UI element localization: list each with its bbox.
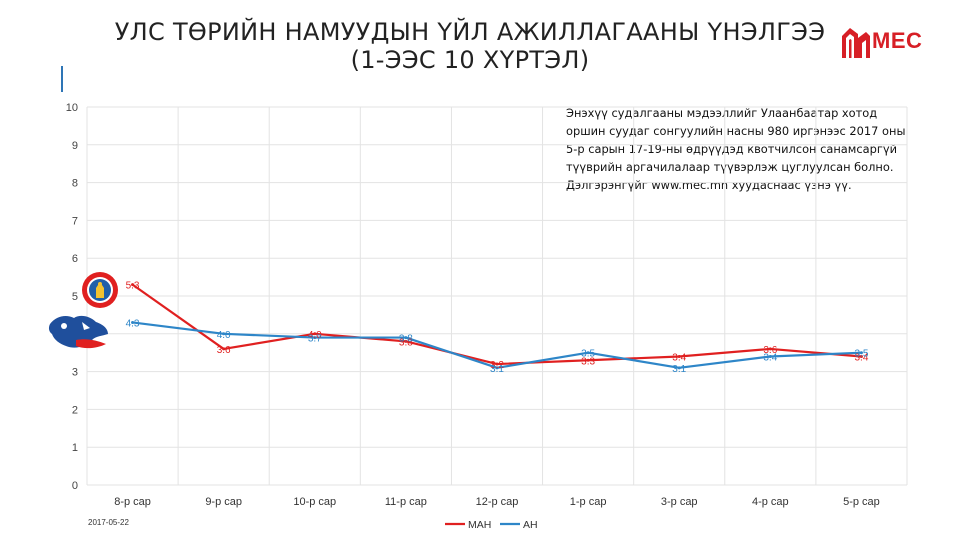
data-point xyxy=(859,354,863,358)
data-point xyxy=(222,347,226,351)
title-line-2: (1-ЭЭС 10 ХҮРТЭЛ) xyxy=(350,46,590,74)
data-label: 3.8 xyxy=(399,337,413,348)
data-point xyxy=(768,354,772,358)
y-tick-label: 1 xyxy=(72,442,78,454)
dp-party-horse-icon xyxy=(48,315,108,349)
data-label: 3.5 xyxy=(854,349,868,360)
data-label: 3.5 xyxy=(581,349,595,360)
note-line: оршин суудаг сонгуулийн насны 980 иргэнэ… xyxy=(566,124,906,138)
report-date: 2017-05-22 xyxy=(88,518,129,527)
data-label: 4.0 xyxy=(217,330,231,341)
data-point xyxy=(677,354,681,358)
man-party-emblem-icon xyxy=(82,272,118,308)
x-tick-label: 5-р сар xyxy=(843,496,880,508)
data-point xyxy=(313,332,317,336)
chart-title: УЛС ТӨРИЙН НАМУУДЫН ҮЙЛ АЖИЛЛАГААНЫ ҮНЭЛ… xyxy=(60,18,880,74)
text-cursor-bar xyxy=(61,66,63,92)
data-point xyxy=(677,366,681,370)
y-tick-label: 0 xyxy=(72,480,78,492)
series-line-0 xyxy=(131,283,862,366)
note-line: Дэлгэрэнгүйг www.mec.mn хуудаснаас үзнэ … xyxy=(566,178,852,192)
data-label: 3.1 xyxy=(490,364,504,375)
data-point xyxy=(495,362,499,366)
y-tick-label: 7 xyxy=(72,215,78,227)
x-tick-label: 12-р сар xyxy=(476,496,519,508)
x-tick-label: 10-р сар xyxy=(293,496,336,508)
survey-note: Энэхүү судалгааны мэдээллийг Улаанбаатар… xyxy=(566,104,926,194)
note-line: түүврийн аргачилалаар түүвэрлэж цуглуулс… xyxy=(566,160,894,174)
y-tick-label: 9 xyxy=(72,140,78,152)
note-line: 5-р сарын 17-19-ны өдрүүдэд квотчилсон с… xyxy=(566,142,897,156)
y-tick-label: 2 xyxy=(72,404,78,416)
data-label: 3.6 xyxy=(217,345,231,356)
data-label: 3.1 xyxy=(672,364,686,375)
x-tick-label: 3-р сар xyxy=(661,496,698,508)
note-line: Энэхүү судалгааны мэдээллийг Улаанбаатар… xyxy=(566,106,878,120)
data-point xyxy=(131,283,135,287)
y-tick-label: 10 xyxy=(66,102,78,114)
title-line-1: УЛС ТӨРИЙН НАМУУДЫН ҮЙЛ АЖИЛЛАГААНЫ ҮНЭЛ… xyxy=(114,18,826,46)
data-point xyxy=(404,336,408,340)
x-tick-label: 1-р сар xyxy=(570,496,607,508)
data-point xyxy=(768,347,772,351)
data-label: 3.4 xyxy=(763,352,777,363)
x-tick-label: 11-р сар xyxy=(385,496,427,508)
data-point xyxy=(495,366,499,370)
data-point xyxy=(313,336,317,340)
data-label: 3.7 xyxy=(308,334,322,345)
y-tick-label: 8 xyxy=(72,178,78,190)
data-label: 4.0 xyxy=(308,330,322,341)
x-tick-label: 4-р сар xyxy=(752,496,789,508)
data-label: 4.3 xyxy=(126,318,140,329)
y-tick-label: 6 xyxy=(72,253,78,265)
data-label: 5.3 xyxy=(126,281,140,292)
x-tick-label: 9-р сар xyxy=(205,496,242,508)
data-point xyxy=(586,358,590,362)
x-tick-label: 8-р сар xyxy=(114,496,151,508)
legend-label: АН xyxy=(523,519,538,531)
data-label: 3.3 xyxy=(581,356,595,367)
data-label: 3.6 xyxy=(763,345,777,356)
data-label: 3.2 xyxy=(490,360,504,371)
y-tick-label: 5 xyxy=(72,291,78,303)
data-label: 3.8 xyxy=(399,334,413,345)
data-point xyxy=(222,332,226,336)
data-label: 3.4 xyxy=(672,352,686,363)
data-point xyxy=(131,320,135,324)
data-point xyxy=(404,339,408,343)
data-point xyxy=(859,351,863,355)
mec-logo-icon xyxy=(842,28,870,58)
mec-logo-text: MEC xyxy=(872,28,923,53)
data-point xyxy=(586,351,590,355)
y-tick-label: 3 xyxy=(72,367,78,379)
legend-label: МАН xyxy=(468,519,491,531)
data-label: 3.4 xyxy=(854,352,868,363)
